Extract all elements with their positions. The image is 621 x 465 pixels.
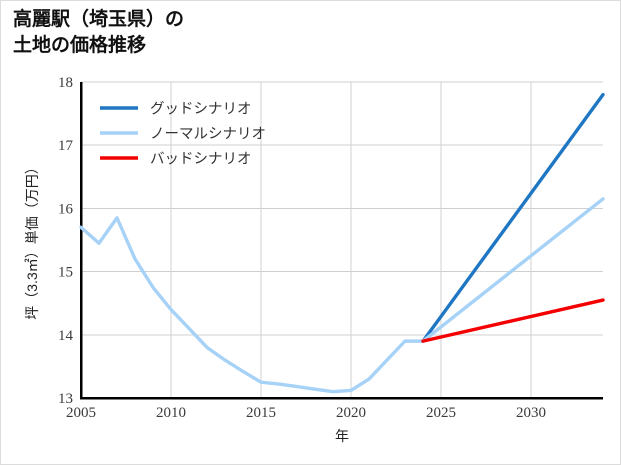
y-tick-label: 17 [58,138,74,154]
y-tick-label: 14 [58,328,74,344]
y-axis-title: 坪（3.3㎡）単価（万円） [24,160,40,319]
series-line [421,197,605,343]
x-tick-labels: 2005 2010 2015 2020 2025 2030 [66,405,546,421]
page-title: 高麗駅（埼玉県）の 土地の価格推移 [13,9,185,56]
x-tick-label: 2010 [156,405,186,421]
y-tick-label: 18 [58,75,73,91]
legend-label: バッドシナリオ [150,152,252,168]
x-tick-label: 2030 [516,405,546,421]
y-tick-label: 15 [58,265,73,281]
legend-label: ノーマルシナリオ [150,127,266,143]
y-tick-label: 16 [58,201,74,217]
x-axis-title: 年 [335,428,349,444]
data-series [79,92,605,394]
series-line [79,216,425,394]
y-tick-label: 13 [58,391,73,407]
x-tick-label: 2025 [426,405,456,421]
x-tick-label: 2005 [66,405,96,421]
y-tick-labels: 13 14 15 16 17 18 [58,75,74,407]
axis-lines [79,82,603,400]
x-tick-label: 2015 [246,405,276,421]
x-tick-label: 2020 [336,405,366,421]
series-line [421,92,605,343]
series-line [421,298,605,343]
legend-label: グッドシナリオ [150,101,252,118]
